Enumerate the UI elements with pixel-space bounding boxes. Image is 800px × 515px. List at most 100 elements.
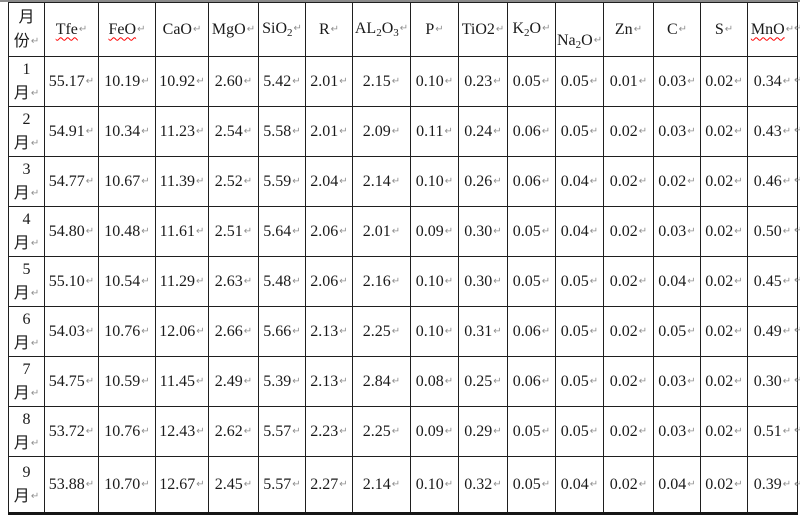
- data-cell-tio2[interactable]: 0.25↵: [458, 356, 508, 407]
- data-cell-cao[interactable]: 12.06↵: [155, 306, 209, 357]
- data-cell-mno[interactable]: 0.45↵: [747, 256, 798, 307]
- data-cell-na2o[interactable]: 0.05↵: [555, 356, 604, 407]
- data-cell-r[interactable]: 2.23↵: [305, 406, 353, 457]
- data-cell-r[interactable]: 2.04↵: [305, 156, 353, 207]
- data-cell-s[interactable]: 0.02↵: [700, 106, 748, 157]
- data-cell-s[interactable]: 0.02↵: [700, 56, 748, 107]
- data-cell-k2o[interactable]: 0.06↵: [507, 156, 556, 207]
- data-cell-tfe[interactable]: 55.17↵: [44, 56, 99, 107]
- data-cell-cao[interactable]: 11.29↵: [155, 256, 209, 307]
- data-cell-tio2[interactable]: 0.26↵: [458, 156, 508, 207]
- data-cell-zn[interactable]: 0.02↵: [603, 356, 654, 407]
- data-cell-c[interactable]: 0.04↵: [653, 456, 701, 514]
- header-cell-sio2[interactable]: SiO2↵: [258, 2, 306, 57]
- data-cell-tfe[interactable]: 53.72↵: [44, 406, 99, 457]
- data-cell-al2o3[interactable]: 2.15↵: [352, 56, 411, 107]
- data-cell-zn[interactable]: 0.02↵: [603, 456, 654, 514]
- header-cell-p[interactable]: P↵: [410, 2, 459, 57]
- data-cell-tio2[interactable]: 0.32↵: [458, 456, 508, 514]
- header-cell-cao[interactable]: CaO↵: [155, 2, 209, 57]
- data-cell-r[interactable]: 2.13↵: [305, 356, 353, 407]
- data-cell-feo[interactable]: 10.76↵: [98, 406, 156, 457]
- data-cell-na2o[interactable]: 0.04↵: [555, 206, 604, 257]
- data-cell-mgo[interactable]: 2.51↵: [208, 206, 259, 257]
- data-cell-sio2[interactable]: 5.42↵: [258, 56, 306, 107]
- data-cell-s[interactable]: 0.02↵: [700, 306, 748, 357]
- data-cell-p[interactable]: 0.10↵: [410, 306, 459, 357]
- month-cell[interactable]: 5 月↵: [8, 256, 45, 307]
- data-cell-sio2[interactable]: 5.58↵: [258, 106, 306, 157]
- data-cell-p[interactable]: 0.10↵: [410, 156, 459, 207]
- data-cell-r[interactable]: 2.06↵: [305, 206, 353, 257]
- data-cell-cao[interactable]: 12.67↵: [155, 456, 209, 514]
- data-cell-tio2[interactable]: 0.29↵: [458, 406, 508, 457]
- data-cell-cao[interactable]: 10.92↵: [155, 56, 209, 107]
- month-cell[interactable]: 4 月↵: [8, 206, 45, 257]
- data-cell-s[interactable]: 0.02↵: [700, 156, 748, 207]
- data-cell-al2o3[interactable]: 2.25↵: [352, 306, 411, 357]
- data-cell-feo[interactable]: 10.70↵: [98, 456, 156, 514]
- data-cell-mno[interactable]: 0.46↵: [747, 156, 798, 207]
- data-cell-r[interactable]: 2.13↵: [305, 306, 353, 357]
- data-cell-r[interactable]: 2.01↵: [305, 56, 353, 107]
- data-cell-zn[interactable]: 0.01↵: [603, 56, 654, 107]
- data-cell-c[interactable]: 0.05↵: [653, 306, 701, 357]
- data-cell-sio2[interactable]: 5.39↵: [258, 356, 306, 407]
- header-cell-feo[interactable]: FeO↵: [98, 2, 156, 57]
- data-cell-tfe[interactable]: 54.91↵: [44, 106, 99, 157]
- data-cell-k2o[interactable]: 0.05↵: [507, 56, 556, 107]
- data-cell-sio2[interactable]: 5.57↵: [258, 456, 306, 514]
- data-cell-k2o[interactable]: 0.05↵: [507, 456, 556, 514]
- data-cell-k2o[interactable]: 0.06↵: [507, 356, 556, 407]
- data-cell-na2o[interactable]: 0.04↵: [555, 456, 604, 514]
- data-cell-tfe[interactable]: 53.88↵: [44, 456, 99, 514]
- header-cell-k2o[interactable]: K2O↵: [507, 2, 556, 57]
- data-cell-c[interactable]: 0.03↵: [653, 356, 701, 407]
- data-cell-zn[interactable]: 0.02↵: [603, 206, 654, 257]
- header-cell-zn[interactable]: Zn↵: [603, 2, 654, 57]
- data-cell-feo[interactable]: 10.54↵: [98, 256, 156, 307]
- data-cell-sio2[interactable]: 5.59↵: [258, 156, 306, 207]
- data-cell-tio2[interactable]: 0.30↵: [458, 206, 508, 257]
- header-cell-month[interactable]: 月份↵: [8, 2, 45, 57]
- data-cell-tfe[interactable]: 54.77↵: [44, 156, 99, 207]
- data-cell-mgo[interactable]: 2.63↵: [208, 256, 259, 307]
- data-cell-mno[interactable]: 0.34↵: [747, 56, 798, 107]
- data-cell-c[interactable]: 0.03↵: [653, 56, 701, 107]
- data-cell-mgo[interactable]: 2.49↵: [208, 356, 259, 407]
- month-cell[interactable]: 9 月↵: [8, 456, 45, 514]
- data-cell-cao[interactable]: 11.45↵: [155, 356, 209, 407]
- header-cell-s[interactable]: S↵: [700, 2, 748, 57]
- data-cell-sio2[interactable]: 5.66↵: [258, 306, 306, 357]
- data-cell-p[interactable]: 0.08↵: [410, 356, 459, 407]
- data-cell-cao[interactable]: 11.39↵: [155, 156, 209, 207]
- header-cell-r[interactable]: R↵: [305, 2, 353, 57]
- data-cell-na2o[interactable]: 0.05↵: [555, 306, 604, 357]
- data-cell-mgo[interactable]: 2.60↵: [208, 56, 259, 107]
- data-cell-s[interactable]: 0.02↵: [700, 206, 748, 257]
- data-cell-mgo[interactable]: 2.45↵: [208, 456, 259, 514]
- data-cell-r[interactable]: 2.01↵: [305, 106, 353, 157]
- data-cell-p[interactable]: 0.10↵: [410, 256, 459, 307]
- header-cell-mgo[interactable]: MgO↵: [208, 2, 259, 57]
- data-cell-k2o[interactable]: 0.05↵: [507, 406, 556, 457]
- data-cell-mno[interactable]: 0.39↵: [747, 456, 798, 514]
- data-cell-mgo[interactable]: 2.62↵: [208, 406, 259, 457]
- header-cell-tio2[interactable]: TiO2↵: [458, 2, 508, 57]
- data-cell-sio2[interactable]: 5.57↵: [258, 406, 306, 457]
- data-cell-k2o[interactable]: 0.06↵: [507, 106, 556, 157]
- data-cell-mno[interactable]: 0.49↵: [747, 306, 798, 357]
- data-cell-sio2[interactable]: 5.48↵: [258, 256, 306, 307]
- data-cell-mgo[interactable]: 2.54↵: [208, 106, 259, 157]
- data-cell-c[interactable]: 0.04↵: [653, 256, 701, 307]
- data-cell-s[interactable]: 0.02↵: [700, 356, 748, 407]
- data-cell-cao[interactable]: 12.43↵: [155, 406, 209, 457]
- data-cell-na2o[interactable]: 0.05↵: [555, 406, 604, 457]
- month-cell[interactable]: 6 月↵: [8, 306, 45, 357]
- data-cell-mno[interactable]: 0.51↵: [747, 406, 798, 457]
- month-cell[interactable]: 2 月↵: [8, 106, 45, 157]
- data-cell-al2o3[interactable]: 2.14↵: [352, 456, 411, 514]
- data-cell-c[interactable]: 0.03↵: [653, 406, 701, 457]
- data-cell-s[interactable]: 0.02↵: [700, 256, 748, 307]
- header-cell-na2o[interactable]: Na2O↵: [555, 2, 604, 57]
